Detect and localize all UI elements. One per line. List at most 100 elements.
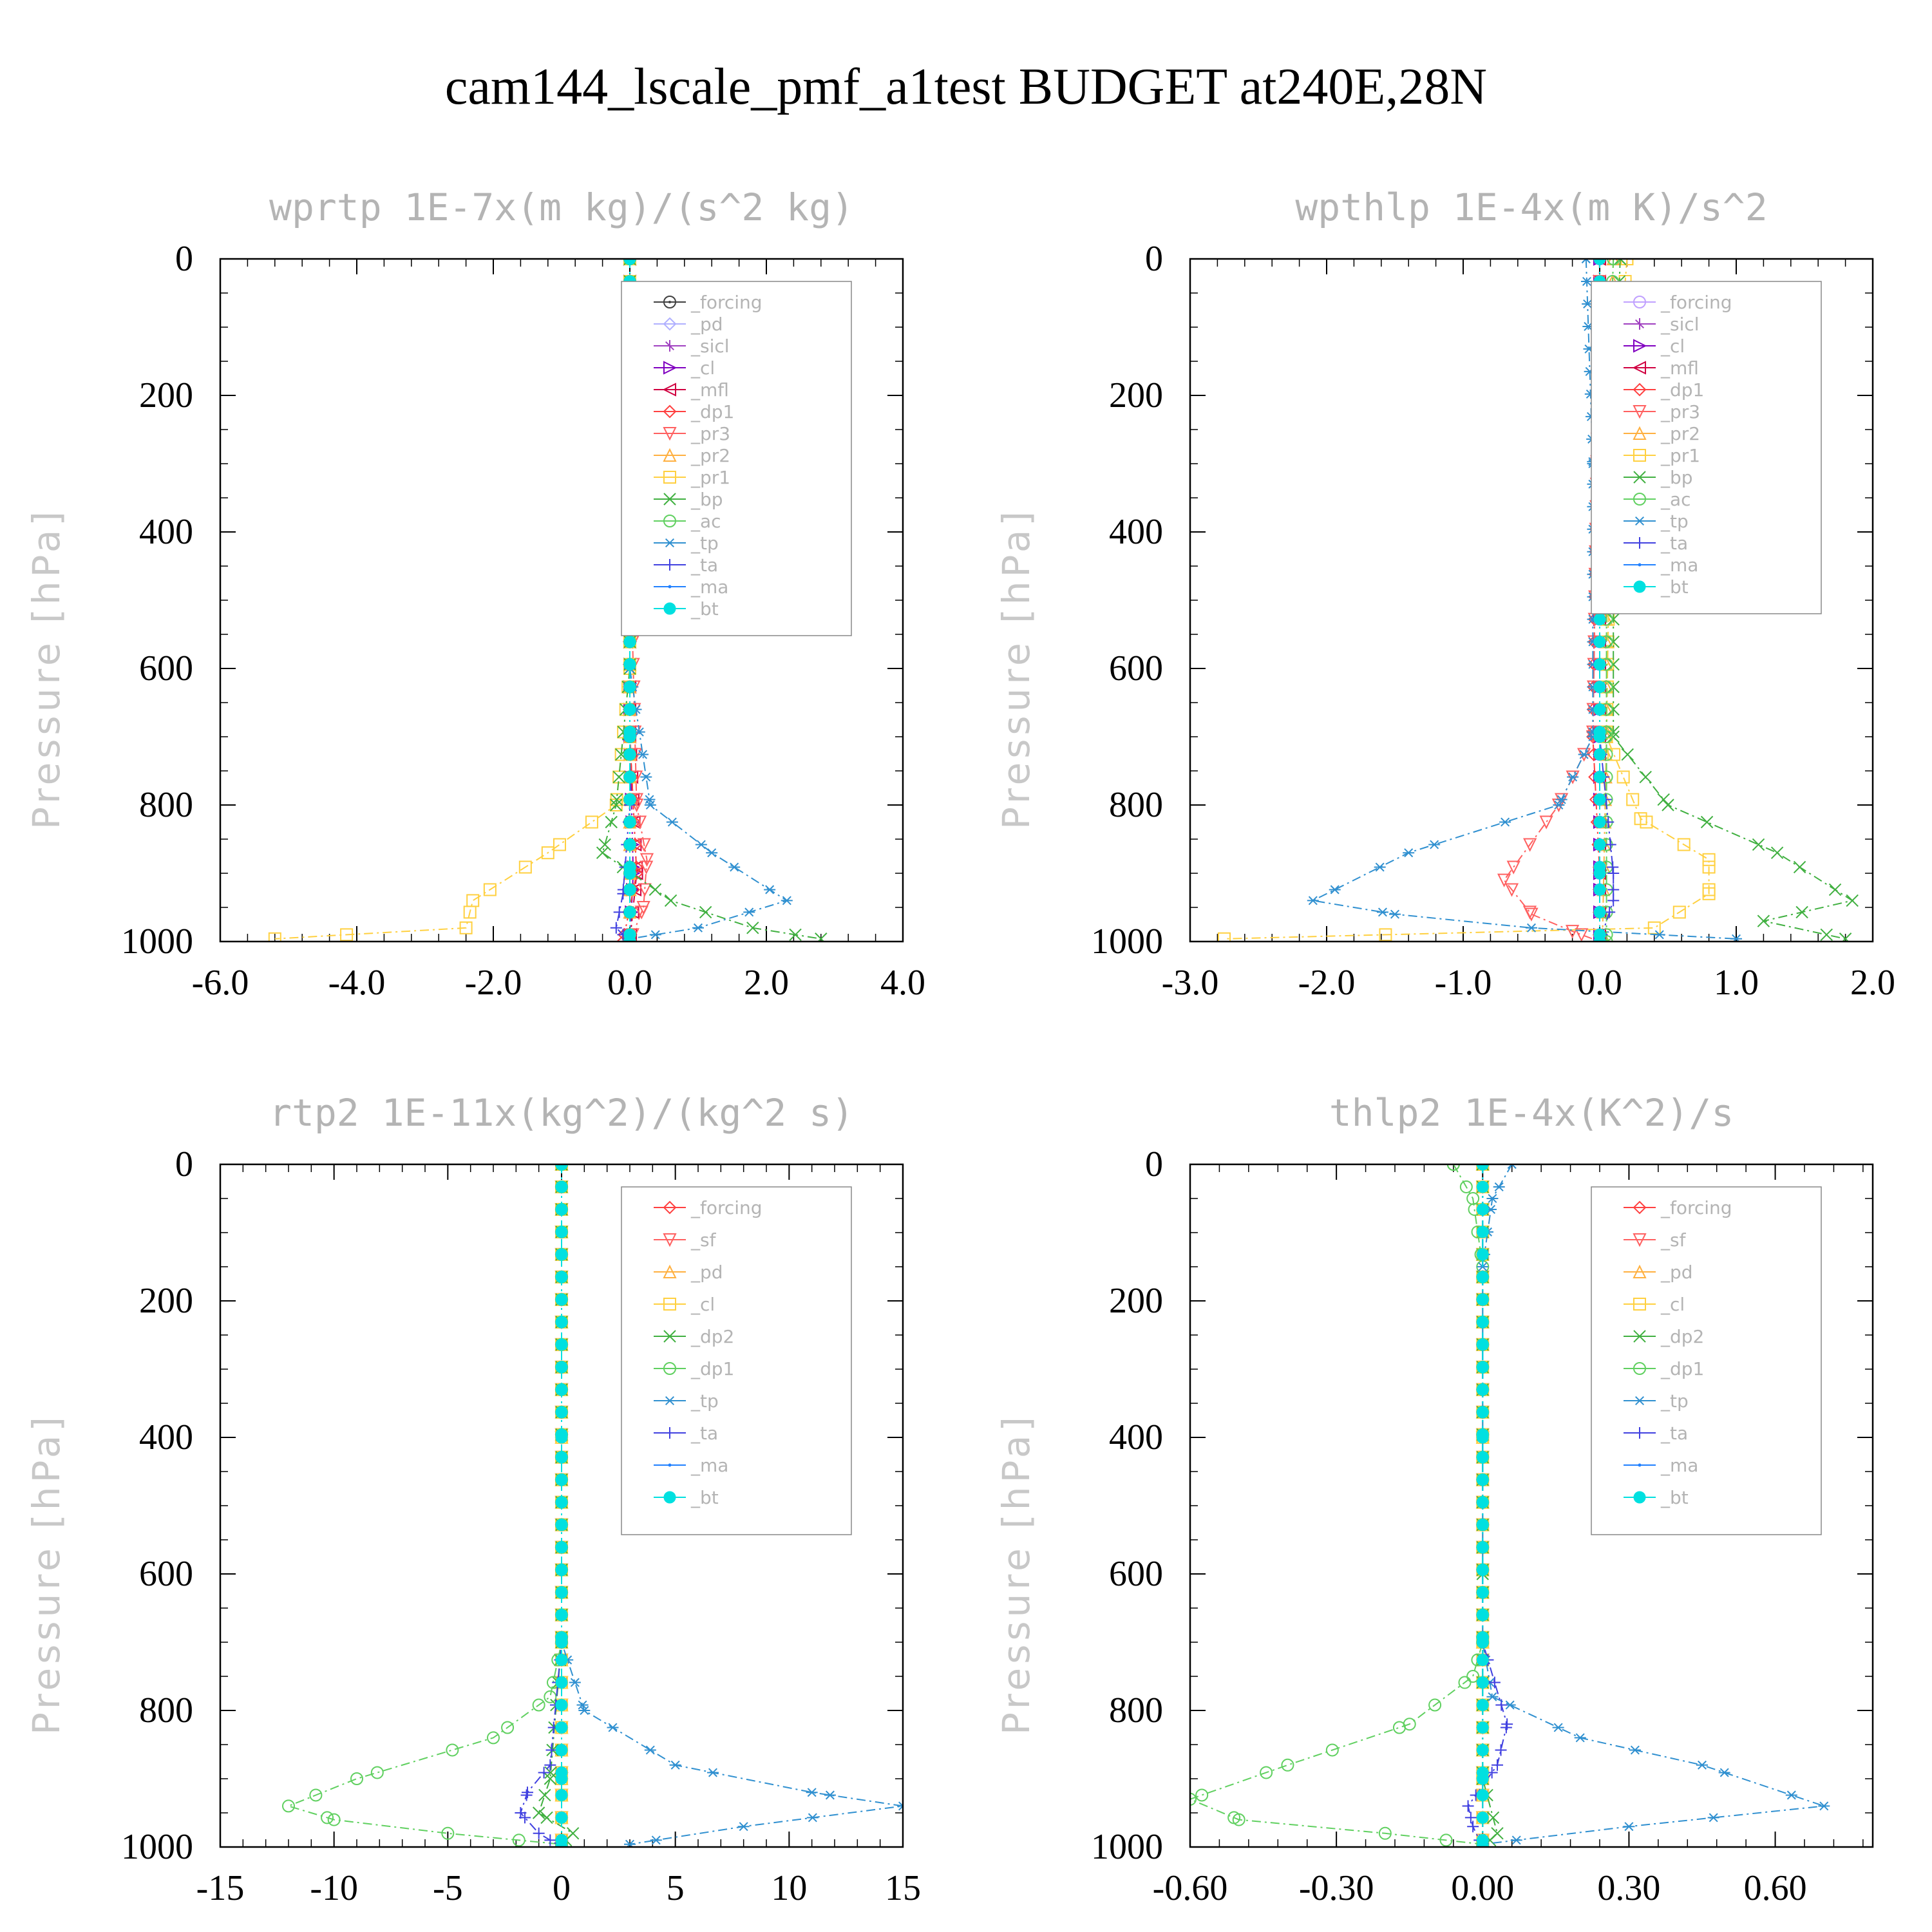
legend-label: _tp	[690, 1390, 719, 1412]
data-point	[737, 1822, 750, 1832]
data-point	[1607, 635, 1620, 649]
data-point	[669, 1760, 681, 1770]
data-point	[1374, 862, 1386, 872]
data-point	[544, 1690, 557, 1703]
data-point	[1696, 1760, 1708, 1770]
data-point	[1567, 772, 1579, 782]
plot-frame	[219, 1163, 904, 1848]
plot-frame	[219, 258, 904, 943]
data-point	[664, 538, 676, 548]
marker-center	[668, 301, 671, 303]
data-point	[610, 799, 623, 811]
data-point	[1593, 259, 1606, 265]
legend-label: _tp	[1660, 511, 1689, 532]
data-point	[1677, 838, 1690, 851]
data-point	[555, 1636, 568, 1649]
legend-entry: _sicl	[1624, 314, 1700, 335]
x-tick-label: -5	[433, 1868, 463, 1908]
legend-label: _bp	[690, 489, 723, 510]
data-point	[1506, 860, 1520, 875]
legend-label: _bt	[1660, 576, 1689, 598]
legend-label: _forcing	[690, 1197, 762, 1218]
data-point	[1607, 259, 1620, 265]
data-point	[1476, 1676, 1489, 1689]
data-point	[1476, 1383, 1489, 1396]
y-tick-label: 400	[1109, 1417, 1163, 1457]
data-point	[555, 1772, 568, 1785]
data-point	[1623, 1822, 1635, 1832]
y-axis-label: Pressure [hPa]	[24, 507, 68, 829]
legend-label: _forcing	[1660, 292, 1732, 313]
series-line	[274, 259, 630, 940]
data-point	[1555, 795, 1567, 804]
data-point	[309, 1788, 323, 1802]
data-point	[1593, 703, 1606, 716]
data-point	[1476, 1451, 1489, 1464]
series-line	[1482, 1164, 1824, 1845]
data-point	[555, 1654, 568, 1667]
legend-label: _cl	[690, 357, 715, 379]
data-point	[555, 1788, 568, 1801]
data-point	[623, 658, 636, 671]
data-point	[639, 860, 654, 875]
legend-entry: _tp	[1624, 1390, 1689, 1412]
data-point	[1672, 905, 1686, 919]
legend-entry: _ta	[1624, 1423, 1688, 1444]
data-point	[555, 1586, 568, 1599]
legend-entry: _ac	[1624, 489, 1691, 510]
legend-entry: _pr1	[654, 467, 730, 488]
data-point	[1325, 1743, 1339, 1757]
data-point	[555, 1609, 568, 1622]
data-point	[1707, 1813, 1719, 1823]
data-point	[532, 1698, 545, 1712]
data-point	[1607, 680, 1620, 694]
data-point	[1476, 1180, 1489, 1193]
data-point	[1486, 1692, 1499, 1701]
data-point	[1795, 905, 1808, 919]
data-point	[1428, 1698, 1442, 1712]
data-point	[662, 383, 676, 397]
data-point	[555, 1293, 568, 1306]
data-point	[1607, 730, 1620, 743]
legend-label: _cl	[1660, 1294, 1685, 1315]
series-dp1	[1190, 1164, 1490, 1847]
x-tick-label: -2.0	[465, 963, 522, 1003]
data-point	[522, 1786, 533, 1799]
data-point	[1565, 925, 1580, 939]
y-tick-label: 0	[175, 239, 193, 279]
data-point	[695, 840, 707, 849]
legend-label: _pd	[1660, 1262, 1693, 1283]
series-line	[1190, 1164, 1484, 1845]
y-tick-label: 400	[139, 512, 193, 552]
data-point	[1493, 1182, 1505, 1191]
data-point	[1466, 1670, 1480, 1683]
data-point	[1607, 748, 1621, 761]
legend-box	[1591, 281, 1822, 614]
series-line	[561, 1164, 903, 1845]
legend-entry: _ma	[654, 576, 728, 598]
plot-frame	[1189, 1163, 1874, 1848]
data-point	[663, 1362, 676, 1375]
legend-entry: _pd	[1624, 1262, 1693, 1283]
data-point	[532, 1806, 545, 1819]
data-point	[1633, 383, 1647, 397]
data-point	[1575, 928, 1589, 942]
data-point	[1232, 1813, 1245, 1826]
data-point	[538, 1766, 550, 1779]
data-point	[1593, 658, 1606, 671]
data-point	[663, 1200, 677, 1215]
data-point	[699, 905, 712, 919]
data-point	[466, 894, 480, 907]
data-point	[1458, 1676, 1472, 1689]
legend-entry: _dp1	[654, 401, 734, 422]
data-point	[1700, 815, 1714, 829]
data-point	[1593, 867, 1606, 880]
data-point	[1476, 1841, 1489, 1847]
data-point	[623, 867, 636, 880]
data-point	[706, 1768, 719, 1777]
data-point	[555, 1203, 568, 1216]
y-tick-label: 0	[1145, 239, 1163, 279]
y-tick-label: 400	[139, 1417, 193, 1457]
data-point	[743, 907, 755, 917]
data-point	[1607, 884, 1620, 896]
